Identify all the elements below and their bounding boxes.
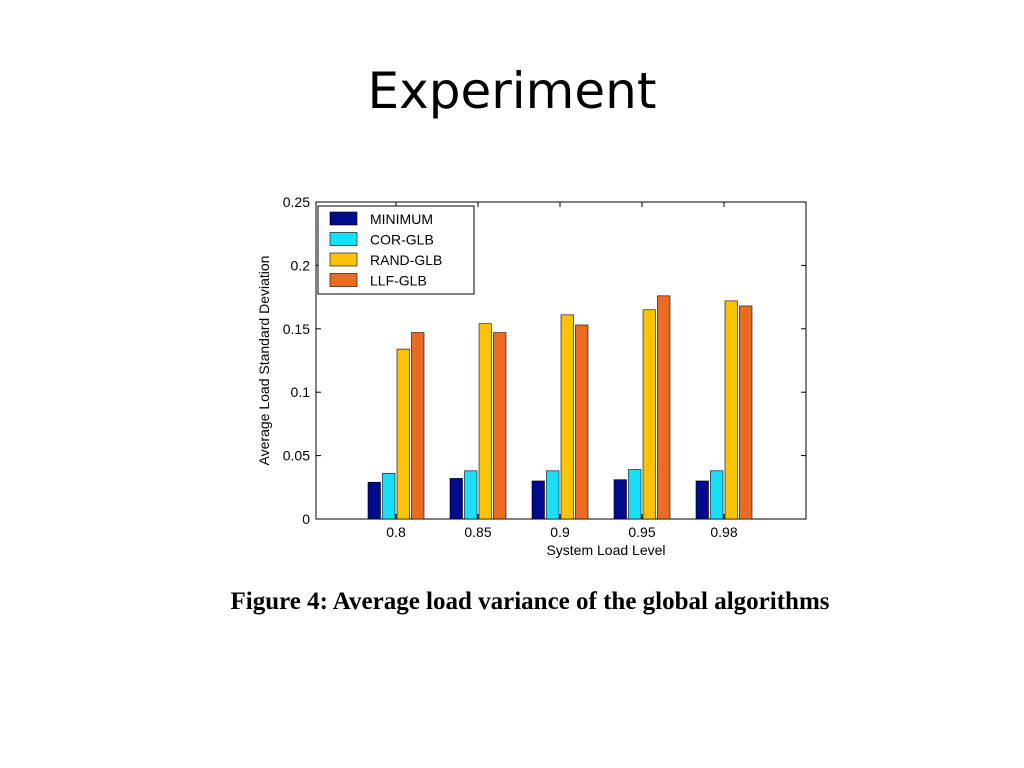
- bar-cor-glb-0.85: [464, 470, 478, 520]
- legend: MINIMUM COR-GLB RAND-GLB LLF-GLB: [317, 205, 475, 295]
- bar-cor-glb-0.8: [382, 473, 396, 520]
- bar-rand-glb-0.9: [560, 314, 574, 520]
- y-tick-label: 0.05: [283, 448, 310, 464]
- legend-swatch-minimum: [329, 211, 358, 226]
- x-tick-label: 0.98: [710, 524, 737, 540]
- bar-llf-glb-0.98: [739, 305, 753, 520]
- bar-llf-glb-0.85: [493, 332, 507, 520]
- x-tick-label: 0.9: [550, 524, 570, 540]
- bar-rand-glb-0.8: [396, 348, 410, 520]
- legend-label: LLF-GLB: [370, 273, 427, 289]
- legend-label: MINIMUM: [370, 211, 433, 227]
- y-tick-label: 0: [302, 511, 310, 527]
- y-tick-label: 0.1: [291, 384, 311, 400]
- x-tick-label: 0.85: [464, 524, 491, 540]
- bar-rand-glb-0.98: [724, 300, 738, 520]
- x-axis-label: System Load Level: [546, 542, 665, 558]
- bar-llf-glb-0.95: [657, 295, 671, 520]
- bar-minimum-0.8: [367, 481, 381, 520]
- bar-cor-glb-0.95: [628, 469, 642, 520]
- legend-label: RAND-GLB: [370, 252, 442, 268]
- bar-rand-glb-0.95: [642, 309, 656, 520]
- bar-llf-glb-0.9: [575, 324, 589, 520]
- bar-minimum-0.9: [531, 480, 545, 520]
- y-tick-label: 0.15: [283, 321, 310, 337]
- y-tick-label: 0.25: [283, 194, 310, 210]
- x-tick-label: 0.8: [386, 524, 406, 540]
- bar-cor-glb-0.9: [546, 470, 560, 520]
- bar-cor-glb-0.98: [710, 470, 724, 520]
- bars: [367, 295, 753, 520]
- bar-minimum-0.95: [613, 479, 627, 520]
- figure-caption: Figure 4: Average load variance of the g…: [230, 588, 830, 615]
- legend-swatch-cor-glb: [329, 232, 358, 246]
- x-tick-label: 0.95: [628, 524, 655, 540]
- y-tick-label: 0.2: [291, 257, 311, 273]
- bar-minimum-0.85: [449, 478, 463, 520]
- bar-minimum-0.98: [695, 480, 709, 520]
- y-axis-label: Average Load Standard Deviation: [256, 256, 272, 466]
- legend-label: COR-GLB: [370, 232, 434, 248]
- bar-llf-glb-0.8: [411, 332, 425, 520]
- legend-swatch-rand-glb: [329, 252, 358, 267]
- bar-rand-glb-0.85: [478, 323, 492, 520]
- slide-title: Experiment: [367, 62, 657, 120]
- legend-swatch-llf-glb: [329, 273, 358, 287]
